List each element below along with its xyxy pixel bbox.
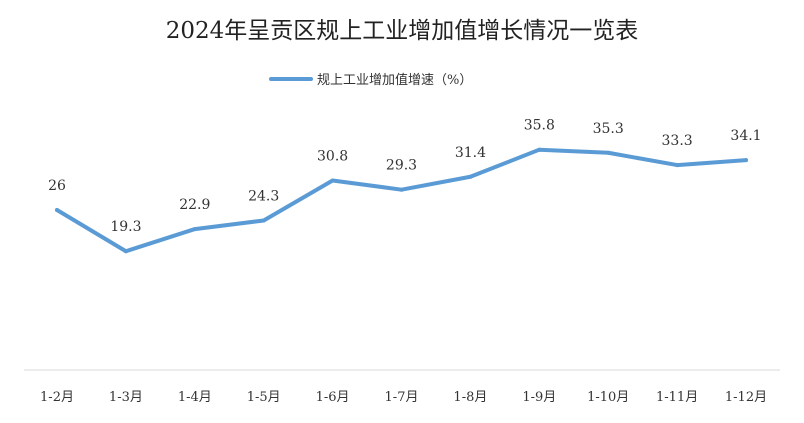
chart-title: 2024年呈贡区规上工业增加值增长情况一览表	[166, 18, 639, 44]
x-tick-label: 1-5月	[247, 390, 281, 405]
x-tick-label: 1-3月	[109, 390, 143, 405]
series-layer	[55, 147, 748, 254]
data-label: 19.3	[110, 219, 141, 235]
x-tick-label: 1-4月	[178, 390, 212, 405]
data-point	[468, 174, 473, 179]
x-tick-label: 1-12月	[725, 390, 767, 405]
x-tick-label: 1-8月	[453, 390, 487, 405]
data-labels: 26 19.3 22.9 24.3 30.8 29.3 31.4 35.8 35.3 33.3 34…	[48, 118, 762, 236]
data-label: 26	[48, 178, 66, 194]
data-label: 35.3	[593, 121, 624, 137]
data-point	[261, 218, 266, 223]
x-tick-label: 1-9月	[522, 390, 556, 405]
data-label: 30.8	[317, 148, 348, 164]
x-tick-label: 1-2月	[40, 390, 74, 405]
data-point	[675, 163, 680, 168]
x-tick-label: 1-7月	[385, 390, 419, 405]
data-label: 31.4	[455, 145, 486, 161]
x-tick-label: 1-6月	[316, 390, 350, 405]
data-label: 34.1	[730, 128, 761, 144]
data-point	[55, 208, 59, 212]
data-label: 24.3	[248, 188, 279, 204]
data-point	[744, 158, 748, 163]
data-label: 33.3	[662, 133, 693, 149]
x-tick-label: 1-11月	[656, 390, 698, 405]
x-tick-label: 1-10月	[587, 390, 629, 405]
data-point	[123, 249, 128, 254]
data-point	[192, 227, 197, 232]
data-point	[606, 150, 611, 155]
data-label: 29.3	[386, 158, 417, 174]
data-point	[399, 187, 404, 192]
data-label: 35.8	[524, 118, 555, 134]
data-point	[330, 178, 335, 183]
legend-label: 规上工业增加值增速（%）	[317, 72, 472, 88]
data-label: 22.9	[179, 197, 210, 213]
legend: 规上工业增加值增速（%）	[269, 72, 472, 88]
x-axis-ticks: 1-2月 1-3月 1-4月 1-5月 1-6月 1-7月 1-8月 1-9月 1-10月 1-1…	[40, 390, 767, 405]
data-point	[537, 147, 542, 152]
